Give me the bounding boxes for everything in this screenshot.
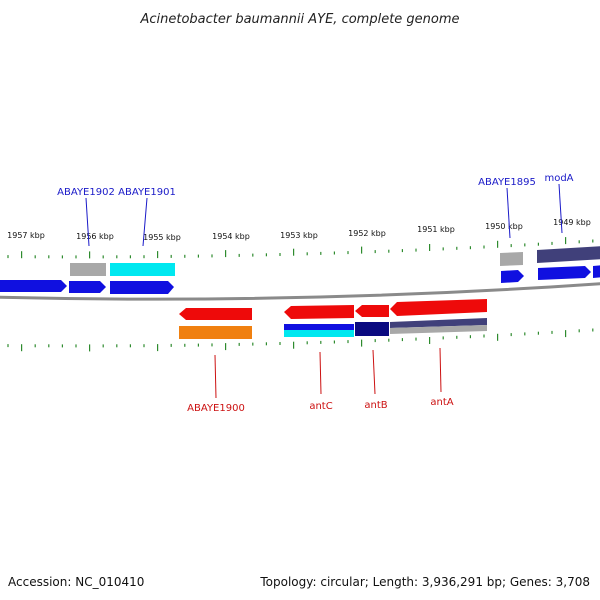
tick-label: 1954 kbp	[212, 232, 250, 241]
cds-arrow-forward[interactable]	[69, 281, 106, 293]
tick-label: 1950 kbp	[485, 222, 523, 231]
cds-arrow-reverse[interactable]	[179, 308, 252, 320]
gene-label-abaye1895[interactable]: ABAYE1895	[478, 177, 536, 188]
leader-line	[85, 197, 90, 247]
tick-label: 1956 kbp	[76, 232, 114, 241]
tick-label: 1957 kbp	[7, 231, 45, 240]
gene-bar-moda[interactable]	[537, 246, 600, 263]
leader-line	[214, 354, 217, 399]
cds-arrow-forward[interactable]	[538, 266, 591, 280]
gene-label-abaye1900[interactable]: ABAYE1900	[187, 403, 245, 414]
gene-bar-abaye1900[interactable]	[179, 326, 252, 339]
cds-arrow-reverse[interactable]	[390, 299, 487, 316]
tick-label: 1952 kbp	[348, 229, 386, 238]
gene-bar-anta-bottom[interactable]	[390, 325, 487, 334]
tick-label: 1955 kbp	[143, 233, 181, 242]
gene-bar-abaye1901[interactable]	[110, 263, 175, 276]
cds-arrow-forward[interactable]	[110, 281, 174, 294]
genome-backbone	[0, 282, 600, 301]
tick-label: 1953 kbp	[280, 231, 318, 240]
genome-summary-text: Topology: circular; Length: 3,936,291 bp…	[259, 575, 590, 589]
gene-bar-antc-top[interactable]	[284, 324, 354, 330]
cds-arrow-reverse[interactable]	[355, 305, 389, 317]
gene-label-abaye1901[interactable]: ABAYE1901	[118, 187, 176, 198]
leader-line	[372, 349, 376, 395]
gene-bar-antb[interactable]	[355, 322, 389, 336]
gene-label-abaye1902[interactable]: ABAYE1902	[57, 187, 115, 198]
cds-arrow-forward[interactable]	[593, 265, 600, 278]
gene-label-antc[interactable]: antC	[309, 401, 332, 412]
cds-arrow-forward[interactable]	[501, 270, 524, 283]
leader-line	[506, 187, 511, 239]
tick-row-bottom	[7, 328, 594, 352]
gene-bar-abaye1902[interactable]	[70, 263, 106, 276]
accession-text: Accession: NC_010410	[8, 575, 144, 589]
leader-line	[319, 351, 322, 395]
leader-line	[558, 183, 563, 234]
cds-arrow-reverse[interactable]	[284, 305, 354, 319]
gene-bar-anta-top[interactable]	[390, 318, 487, 328]
leader-line	[439, 347, 442, 393]
gene-bar-abaye1895[interactable]	[500, 252, 523, 266]
gene-bar-antc-bottom[interactable]	[284, 330, 354, 337]
cds-arrow-forward[interactable]	[0, 280, 67, 292]
gene-label-moda[interactable]: modA	[544, 173, 573, 184]
map-title: Acinetobacter baumannii AYE, complete ge…	[139, 12, 459, 27]
tick-row-top	[7, 237, 594, 259]
tick-label: 1949 kbp	[553, 218, 591, 227]
gene-label-anta[interactable]: antA	[430, 397, 453, 408]
leader-line	[142, 197, 148, 247]
gene-label-antb[interactable]: antB	[364, 400, 387, 411]
tick-label: 1951 kbp	[417, 225, 455, 234]
